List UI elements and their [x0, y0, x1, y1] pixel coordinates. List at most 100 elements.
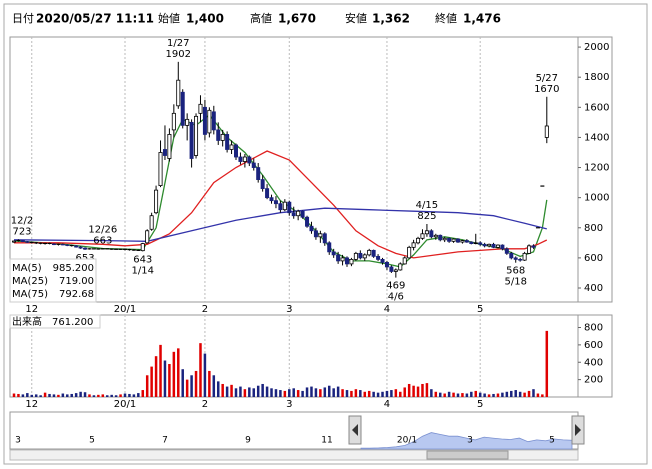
volume-bar	[283, 390, 287, 397]
annotation-value: 469	[386, 281, 405, 292]
header-label: 始値	[158, 11, 180, 25]
volume-bar	[372, 391, 375, 397]
candle-body	[216, 129, 221, 141]
candle-body	[407, 246, 412, 259]
volume-bar	[452, 392, 455, 397]
volume-bar	[332, 388, 335, 397]
candle-body	[398, 263, 403, 271]
volume-bar	[305, 387, 309, 397]
navigator-label: 7	[162, 436, 168, 446]
volume-bar	[341, 389, 344, 397]
candle-body	[198, 103, 203, 114]
candle-body	[438, 234, 443, 241]
volume-tick-label: 200	[584, 375, 603, 386]
annotation-date: 5/27	[536, 73, 558, 84]
volume-bar	[381, 391, 384, 397]
annotation-value: 663	[93, 235, 112, 246]
volume-bar	[510, 390, 513, 397]
y-tick-label: 2000	[584, 42, 609, 53]
scrollbar-thumb[interactable]	[426, 450, 509, 460]
volume-bar	[168, 363, 171, 397]
scrollbar-track[interactable]	[9, 449, 579, 461]
volume-bar	[327, 385, 331, 397]
candle-body	[202, 106, 207, 135]
volume-bar	[541, 394, 544, 397]
volume-bar	[110, 394, 113, 397]
volume-bar	[230, 384, 233, 397]
volume-bar	[137, 393, 140, 397]
volume-bar	[92, 395, 96, 397]
candle-body	[256, 167, 261, 180]
x-tick-label: 3	[286, 304, 292, 315]
legend-name: MA(25)	[12, 276, 48, 287]
volume-bar	[425, 383, 429, 397]
navigator-label: 5	[549, 436, 555, 446]
volume-bar	[234, 388, 238, 397]
candle-body	[140, 243, 145, 252]
volume-panel	[9, 314, 579, 398]
x-tick-label: 20/1	[114, 304, 136, 315]
volume-bar	[288, 389, 291, 397]
candle-body	[402, 257, 407, 265]
candle-body	[393, 269, 398, 272]
volume-bar	[57, 394, 60, 397]
volume-bar	[461, 393, 464, 397]
candle-body	[260, 179, 265, 190]
candle-body	[544, 125, 549, 138]
header-label: 高値	[250, 11, 272, 25]
candle-body	[469, 241, 474, 244]
candle-body	[504, 248, 509, 254]
candle-body	[265, 188, 270, 199]
candle-body	[442, 237, 447, 241]
candle-body	[527, 245, 532, 254]
volume-bar	[74, 393, 78, 397]
legend-value: 985.200	[53, 263, 94, 274]
candle-body	[291, 212, 296, 217]
navigator-label: 9	[245, 436, 251, 446]
candle-body	[384, 262, 389, 268]
candle-body	[309, 225, 314, 232]
legend-name: MA(5)	[12, 263, 42, 274]
volume-bar	[199, 343, 202, 397]
candle-body	[518, 258, 523, 261]
volume-bar	[21, 394, 25, 397]
annotation-value: 825	[417, 211, 436, 222]
y-tick-label: 1800	[584, 72, 609, 83]
volume-bar	[101, 394, 105, 397]
volume-bar	[319, 389, 322, 397]
volume-bar	[34, 394, 38, 397]
volume-bar	[17, 393, 20, 397]
candle-body	[318, 233, 323, 238]
volume-bar	[26, 393, 29, 397]
volume-bar	[105, 395, 109, 397]
volume-bar	[212, 375, 216, 397]
x-tick-label: 2	[202, 399, 208, 410]
header-label: 終値	[435, 11, 457, 25]
candle-body	[145, 230, 150, 244]
volume-bar	[274, 389, 278, 397]
volume-bar	[150, 366, 153, 397]
x-tick-label: 3	[286, 399, 292, 410]
volume-bar	[52, 394, 56, 397]
candle-body	[376, 255, 381, 260]
volume-bar	[345, 390, 349, 397]
annotation-value: 653	[75, 253, 94, 264]
volume-tick-label: 400	[584, 357, 603, 368]
candle-body	[233, 144, 238, 158]
legend-name: MA(75)	[12, 289, 48, 300]
volume-bar	[470, 391, 473, 397]
volume-bar	[154, 356, 158, 397]
candle-body	[433, 234, 438, 238]
volume-bar	[483, 393, 486, 397]
annotation-date: 5/18	[504, 277, 526, 288]
navigator-area	[360, 432, 573, 450]
candle-body	[194, 115, 199, 156]
volume-bar	[465, 393, 469, 397]
volume-bar	[225, 386, 229, 397]
volume-bar	[159, 344, 162, 397]
header-value: 2020/05/27 11:11	[36, 12, 154, 26]
volume-bar	[447, 391, 451, 397]
volume-bar	[514, 390, 517, 397]
volume-bar	[30, 394, 34, 397]
candle-body	[478, 242, 483, 245]
